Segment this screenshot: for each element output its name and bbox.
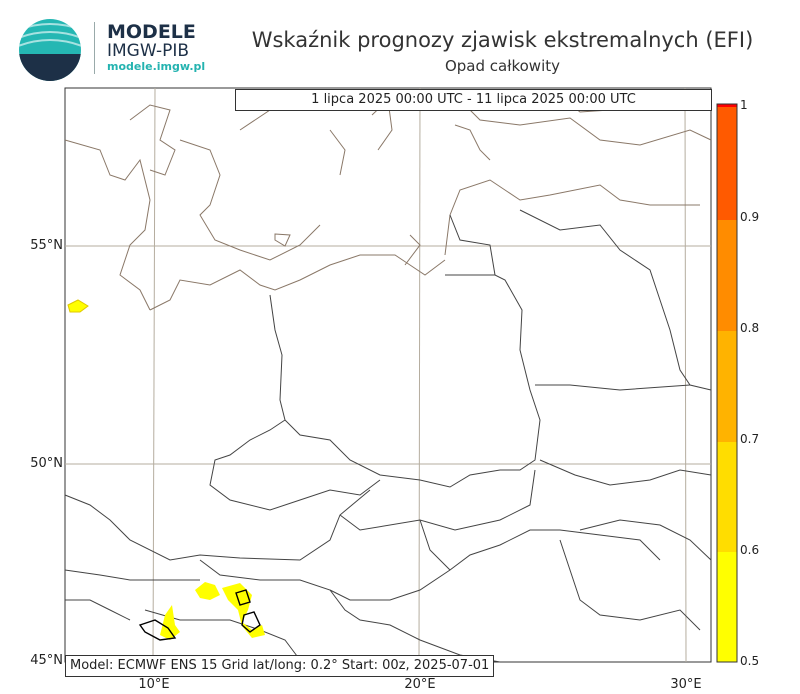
colorbar-tick-0.5: 0.5: [740, 654, 760, 668]
date-range: 1 lipca 2025 00:00 UTC - 11 lipca 2025 0…: [235, 89, 712, 111]
brand-org: IMGW-PIB: [107, 41, 190, 61]
brand-url[interactable]: modele.imgw.pl: [107, 60, 206, 73]
imgw-logo: [19, 19, 81, 81]
lon-label-10e: 10°E: [138, 677, 170, 692]
efi-areas: [67, 299, 265, 641]
country-borders: [64, 209, 712, 663]
colorbar-tick-0.7: 0.7: [740, 432, 760, 446]
colorbar-tick-0.6: 0.6: [740, 543, 760, 557]
coastlines: [64, 89, 712, 311]
lon-label-30e: 30°E: [670, 677, 702, 692]
brand-block: MODELE IMGW-PIB modele.imgw.pl: [94, 22, 205, 74]
lon-label-20e: 20°E: [404, 677, 436, 692]
colorbar-tick-1: 1: [740, 98, 748, 112]
model-info: Model: ECMWF ENS 15 Grid lat/long: 0.2° …: [65, 655, 495, 677]
lat-label-45: 45°N: [30, 653, 63, 668]
page-subtitle: Opad całkowity: [444, 57, 561, 75]
lat-label-55: 55°N: [30, 238, 63, 253]
page-title: Wskaźnik prognozy zjawisk ekstremalnych …: [251, 28, 754, 52]
lat-label-50: 50°N: [30, 456, 63, 471]
map-frame: [64, 87, 712, 663]
graticule: [65, 87, 711, 663]
brand-name: MODELE: [107, 21, 196, 43]
colorbar: [716, 103, 738, 663]
colorbar-tick-0.8: 0.8: [740, 321, 760, 335]
colorbar-tick-0.9: 0.9: [740, 210, 760, 224]
